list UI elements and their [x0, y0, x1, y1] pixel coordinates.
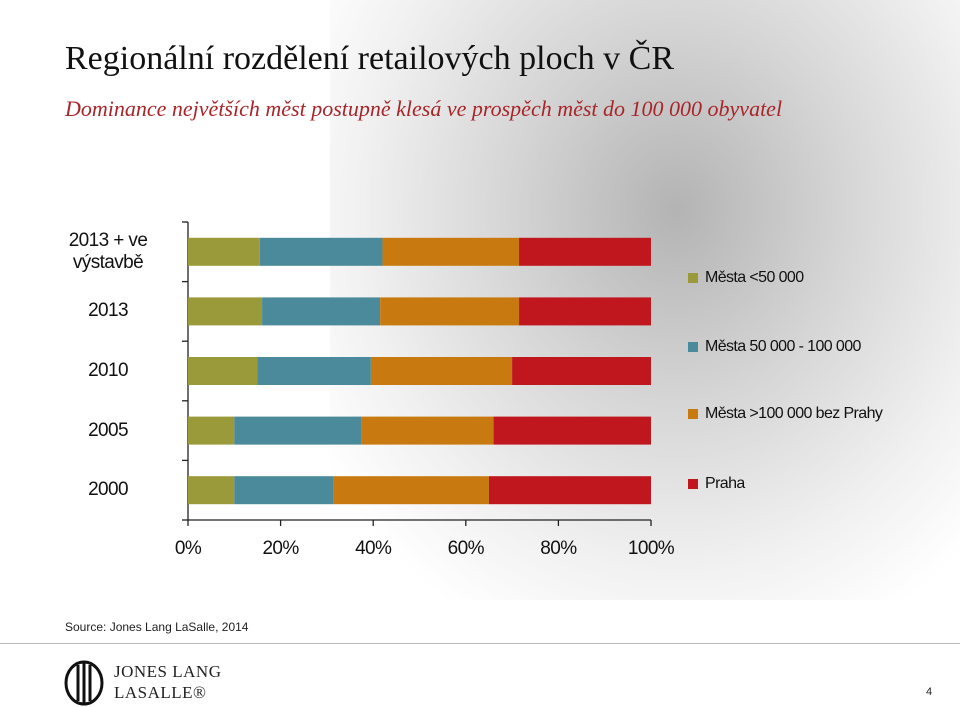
legend-swatch [688, 342, 698, 352]
bar-segment [488, 476, 651, 505]
bar-segment [493, 416, 651, 445]
x-tick-label: 40% [355, 538, 392, 559]
legend-swatch [688, 273, 698, 283]
x-tick-label: 60% [448, 538, 485, 559]
y-tick-label: 2005 [88, 419, 128, 441]
bar-segment [333, 476, 489, 505]
bar-segment [188, 237, 260, 266]
legend-label: Praha [705, 475, 745, 492]
x-tick-label: 100% [628, 538, 675, 559]
bar-segment [370, 357, 513, 385]
bar-segment [519, 297, 651, 326]
bar-segment [188, 416, 235, 445]
bar-segment [382, 237, 520, 266]
y-tick-label: 2000 [88, 479, 128, 501]
bar-segment [188, 476, 235, 505]
legend-swatch [688, 409, 698, 419]
source: Source: Jones Lang LaSalle, 2014 [65, 620, 249, 634]
divider [0, 643, 960, 644]
logo-text: LASALLE® [114, 683, 207, 702]
subtitle: Dominance největších měst postupně klesá… [65, 96, 783, 121]
y-tick-label: 2013 [88, 300, 128, 322]
bar-segment [361, 416, 494, 445]
x-tick-label: 0% [175, 538, 202, 559]
x-tick-label: 80% [540, 538, 577, 559]
legend-swatch [688, 479, 698, 489]
page-number: 4 [926, 686, 933, 698]
x-tick-label: 20% [262, 538, 299, 559]
bar-segment [259, 237, 383, 266]
bar-segment [234, 476, 334, 505]
title: Regionální rozdělení retailových ploch v… [65, 40, 675, 77]
bar-segment [262, 297, 381, 326]
y-tick-label: 2013 + ve výstavbě [68, 229, 148, 273]
legend-label: Města 50 000 - 100 000 [705, 338, 862, 355]
bar-segment [512, 357, 651, 385]
bar-segment [188, 357, 258, 385]
bar-segment [257, 357, 371, 385]
bar-segment [234, 416, 362, 445]
y-tick-label: 2010 [88, 360, 128, 381]
logo-text: JONES LANG [114, 662, 222, 681]
bar-segment [519, 237, 651, 266]
logo-mark [64, 660, 104, 706]
bar-segment [188, 297, 263, 326]
legend-label: Města >100 000 bez Prahy [705, 405, 883, 422]
bar-segment [380, 297, 520, 326]
legend-label: Města <50 000 [705, 269, 804, 286]
